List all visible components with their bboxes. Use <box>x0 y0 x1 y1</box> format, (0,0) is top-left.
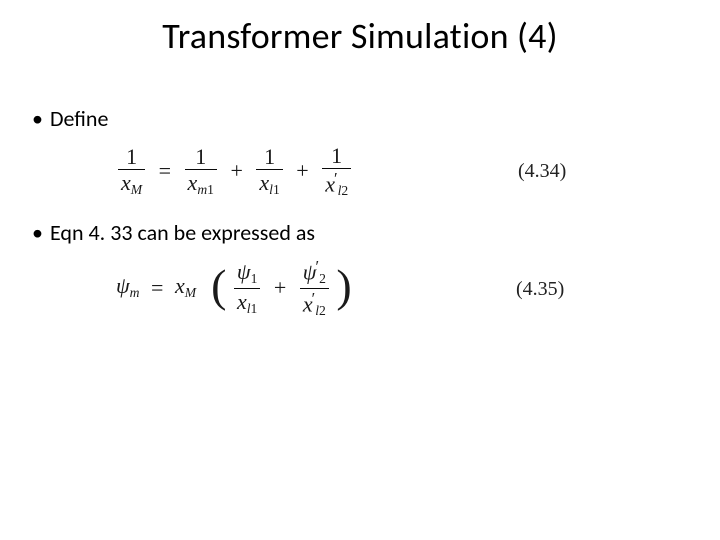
eq434-term1: 1 xm1 <box>185 145 217 197</box>
eq435-lhs-sub: m <box>130 285 140 300</box>
equation-number-4-35: (4.35) <box>516 278 564 301</box>
slide: Transformer Simulation (4) •Define 1 xM … <box>0 0 720 540</box>
bullet-expressed: •Eqn 4. 33 can be expressed as <box>32 220 315 246</box>
eq434-term3: 1 x′l2 <box>322 144 351 199</box>
eq434-lhs-frac: 1 xM <box>118 145 145 197</box>
eq434-lhs-den-sub: M <box>131 182 142 197</box>
eq435-t2-num-sub: 2 <box>319 271 326 286</box>
bullet-dot-icon-2: • <box>32 220 50 246</box>
eq434-t1-var: x <box>188 170 198 195</box>
eq434-plus2: + <box>290 158 314 184</box>
eq435-coeff-var: x <box>175 273 185 298</box>
equation-4-34: 1 xM = 1 xm1 + 1 xl1 + 1 x′l2 <box>116 144 353 199</box>
eq434-lhs-den: xM <box>118 170 145 197</box>
equation-4-34-math: 1 xM = 1 xm1 + 1 xl1 + 1 x′l2 <box>116 156 353 181</box>
eq434-t2-den: xl1 <box>256 170 282 197</box>
eq435-t1-den-var: x <box>237 289 247 314</box>
equation-4-35: ψm = xM ( ψ1 xl1 + ψ′2 x′l2 ) <box>116 258 352 318</box>
eq435-t1-num-sub: 1 <box>251 271 258 286</box>
eq434-lhs-den-var: x <box>121 170 131 195</box>
bullet-define: •Define <box>32 106 108 132</box>
eq435-t1-den-sub2: 1 <box>251 300 258 315</box>
eq434-t1-num: 1 <box>185 145 217 170</box>
eq434-t3-num: 1 <box>322 144 351 169</box>
eq435-term1: ψ1 xl1 <box>234 260 260 315</box>
eq435-t1-den: xl1 <box>234 289 260 316</box>
eq435-coeff-sub: M <box>185 285 196 300</box>
eq435-t1-num: ψ1 <box>234 260 260 288</box>
eq435-plus: + <box>268 275 292 301</box>
equation-4-35-math: ψm = xM ( ψ1 xl1 + ψ′2 x′l2 ) <box>116 273 352 298</box>
eq434-t3-sub2: 2 <box>341 183 348 198</box>
eq435-lhs-var: ψ <box>116 273 130 298</box>
eq435-equals: = <box>145 275 169 301</box>
eq434-term2: 1 xl1 <box>256 145 282 197</box>
eq434-t1-sub1: m <box>197 182 207 197</box>
eq434-t2-var: x <box>259 170 269 195</box>
eq435-t2-den-sub2: 2 <box>319 303 326 318</box>
equation-number-4-34: (4.34) <box>518 160 566 183</box>
eq434-lhs-num: 1 <box>118 145 145 170</box>
eq434-plus1: + <box>224 158 248 184</box>
eq434-t3-den: x′l2 <box>322 169 351 199</box>
eq434-t2-sub2: 1 <box>273 182 280 197</box>
eq434-t2-num: 1 <box>256 145 282 170</box>
bullet-expressed-text: Eqn 4. 33 can be expressed as <box>50 219 315 246</box>
eq435-t1-num-var: ψ <box>237 259 251 284</box>
bullet-dot-icon: • <box>32 106 50 132</box>
bullet-define-text: Define <box>50 105 108 132</box>
eq435-t2-num: ψ′2 <box>300 258 329 289</box>
eq434-t1-sub2: 1 <box>207 182 214 197</box>
page-title: Transformer Simulation (4) <box>0 14 720 58</box>
eq435-term2: ψ′2 x′l2 <box>300 258 329 318</box>
eq435-t2-den: x′l2 <box>300 289 329 319</box>
eq434-t1-den: xm1 <box>185 170 217 197</box>
eq434-equals: = <box>153 158 177 184</box>
